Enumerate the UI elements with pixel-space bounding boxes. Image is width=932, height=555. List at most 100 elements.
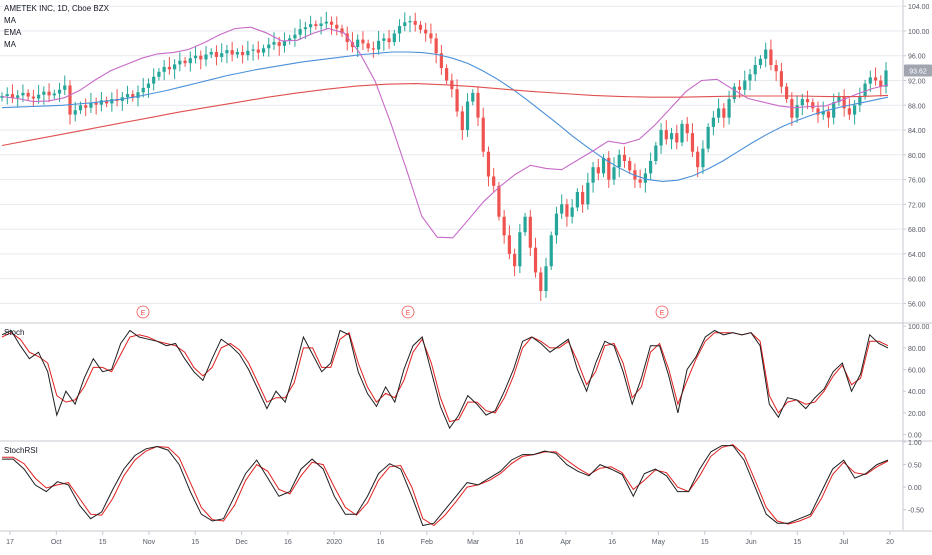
candle-body: [84, 105, 88, 108]
stoch-tick-label: 40.00: [908, 389, 926, 396]
stoch-d-line: [1, 331, 889, 423]
candle-body: [554, 213, 559, 236]
candle-body: [246, 50, 250, 56]
candle-body: [523, 216, 527, 233]
candle-body: [486, 151, 491, 177]
candle-body: [821, 111, 825, 115]
candle-body: [94, 102, 98, 105]
price-tick-label: 88.00: [908, 103, 926, 110]
candle-body: [460, 111, 464, 131]
legend-item-ma-2[interactable]: MA: [4, 40, 16, 49]
candle-body: [371, 48, 375, 50]
time-tick-label: 16: [608, 539, 616, 546]
candle-body: [727, 99, 731, 118]
price-tick-label: 104.00: [908, 4, 930, 11]
candle-body: [277, 42, 281, 46]
candle-body: [403, 22, 407, 27]
candle-body: [63, 85, 67, 90]
candle-body: [230, 50, 234, 55]
candle-body: [146, 83, 151, 88]
candle-body: [732, 86, 736, 100]
legend-item-ma-1[interactable]: MA: [4, 16, 16, 25]
candle-body: [329, 21, 334, 25]
candle-body: [492, 176, 496, 186]
legend-item-ema[interactable]: EMA: [4, 28, 22, 37]
candle-body: [350, 42, 355, 48]
candle-body: [131, 94, 135, 98]
candle-body: [612, 167, 616, 180]
candle-body: [251, 49, 255, 51]
candle-body: [214, 52, 219, 57]
candle-body: [324, 21, 328, 24]
candle-body: [879, 80, 883, 87]
candle-body: [601, 157, 606, 174]
candle-body: [638, 179, 642, 183]
price-tick-label: 100.00: [908, 29, 930, 36]
candle-body: [89, 102, 93, 108]
candle-body: [99, 100, 103, 105]
candle-body: [152, 76, 156, 84]
candle-body: [5, 94, 9, 96]
candle-body: [293, 34, 297, 39]
candle-body: [785, 86, 789, 100]
candle-body: [513, 253, 517, 267]
time-tick-label: 2020: [326, 539, 342, 546]
candle-body: [842, 95, 846, 109]
time-tick-label: 15: [99, 539, 107, 546]
earnings-marker-label: E: [406, 310, 411, 317]
candle-body: [790, 99, 794, 118]
candle-body: [220, 53, 224, 57]
candle-body: [685, 123, 689, 134]
candle-body: [675, 133, 679, 143]
price-tick-label: 72.00: [908, 202, 926, 209]
candle-body: [105, 100, 109, 104]
price-tick-label: 64.00: [908, 252, 926, 259]
candle-body: [659, 130, 663, 146]
candle-body: [654, 145, 658, 161]
earnings-marker-circle: [655, 305, 669, 319]
chart-legend: AMETEK INC, 1D, Cboe BZX MA EMA MA: [4, 3, 109, 51]
ma-line-mid: [1, 51, 889, 182]
stochrsi-pane-label[interactable]: StochRSI: [4, 446, 38, 455]
candle-body: [800, 99, 804, 106]
candle-body: [413, 21, 417, 25]
candle-body: [664, 130, 668, 140]
candle-body: [26, 92, 30, 97]
price-tick-label: 92.00: [908, 79, 926, 86]
candle-body: [68, 85, 72, 115]
candle-body: [711, 117, 715, 127]
candle-body: [455, 89, 459, 112]
candle-body: [816, 108, 820, 115]
candle-body: [764, 49, 768, 59]
candle-body: [162, 66, 166, 72]
stoch-pane-label[interactable]: Stoch: [4, 328, 25, 337]
candle-body: [853, 105, 857, 115]
candle-body: [805, 99, 810, 103]
stochrsi-d-line: [2, 444, 889, 527]
candle-body: [21, 92, 25, 96]
candle-body: [424, 29, 428, 34]
candle-body: [261, 48, 266, 53]
earnings-marker-circle: [136, 305, 150, 319]
candle-body: [476, 92, 480, 118]
candle-body: [717, 108, 721, 118]
candle-body: [465, 101, 470, 131]
candle-body: [57, 89, 62, 94]
candle-body: [826, 111, 831, 118]
candle-body: [366, 43, 370, 49]
candle-body: [303, 27, 307, 30]
candle-body: [10, 94, 15, 98]
candle-body: [596, 167, 600, 174]
candle-body: [267, 44, 271, 49]
candle-body: [256, 49, 260, 53]
candle-body: [356, 39, 360, 48]
candle-body: [298, 29, 302, 35]
candle-body: [429, 33, 433, 39]
stochrsi-tick-label: 1.00: [908, 440, 922, 447]
candle-body: [680, 123, 684, 143]
time-tick-label: 16: [516, 539, 524, 546]
candle-body: [183, 60, 187, 64]
time-tick-label: 15: [701, 539, 709, 546]
candle-body: [858, 95, 862, 106]
